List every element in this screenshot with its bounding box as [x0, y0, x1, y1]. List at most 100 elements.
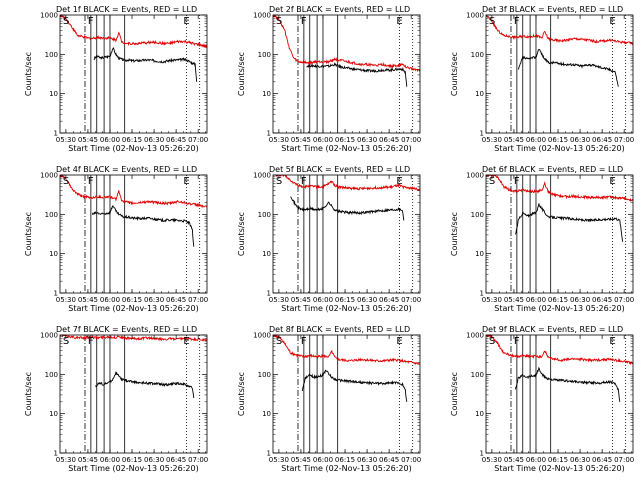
- flag-s: S: [489, 176, 495, 187]
- x-tick-label: 05:45: [291, 296, 311, 304]
- flag-s: S: [276, 336, 282, 347]
- panel-title: Det 6f BLACK = Events, RED = LLD: [482, 165, 623, 174]
- plot-frame: [272, 174, 421, 294]
- x-tick-label: 05:45: [78, 136, 98, 144]
- panel-8: Det 8f BLACK = Events, RED = LLD S F E 1 10 10…: [237, 325, 421, 473]
- x-tick-label: 06:15: [335, 456, 355, 464]
- x-tick-label: 06:00: [313, 456, 333, 464]
- y-tick-label: 1: [480, 450, 484, 458]
- y-tick-label: 1000: [253, 172, 271, 180]
- x-tick-label: 05:30: [56, 456, 76, 464]
- x-tick-label: 06:00: [526, 136, 546, 144]
- x-tick-label: 06:15: [122, 136, 142, 144]
- x-tick-label: 05:45: [504, 456, 524, 464]
- x-tick-label: 06:30: [144, 296, 164, 304]
- y-tick-label: 10: [262, 410, 271, 418]
- x-tick-label: 06:30: [144, 456, 164, 464]
- x-tick-label: 07:00: [188, 136, 208, 144]
- series-events: [514, 366, 621, 402]
- y-tick-label: 100: [471, 211, 484, 219]
- plot-frame: [485, 334, 634, 454]
- series-events: [94, 371, 195, 399]
- x-tick-label: 05:30: [56, 136, 76, 144]
- x-axis-label: Start Time (02-Nov-13 05:26:20): [494, 304, 624, 313]
- y-tick-label: 1000: [253, 332, 271, 340]
- x-tick-label: 07:00: [188, 456, 208, 464]
- flag-s: S: [63, 336, 69, 347]
- y-tick-label: 10: [475, 410, 484, 418]
- x-tick-label: 05:45: [78, 296, 98, 304]
- panel-title: Det 5f BLACK = Events, RED = LLD: [269, 165, 410, 174]
- x-tick-label: 05:30: [482, 136, 502, 144]
- x-tick-label: 06:45: [592, 136, 612, 144]
- flag-f: F: [301, 336, 307, 347]
- flag-e: E: [609, 336, 615, 347]
- panel-title: Det 7f BLACK = Events, RED = LLD: [56, 325, 197, 334]
- y-axis-label: Counts/sec: [450, 372, 459, 416]
- x-tick-label: 07:00: [188, 296, 208, 304]
- series-events: [517, 48, 619, 87]
- series-lld: [273, 175, 420, 192]
- flag-f: F: [88, 336, 94, 347]
- x-axis-label: Start Time (02-Nov-13 05:26:20): [68, 464, 198, 473]
- y-axis-label: Counts/sec: [24, 52, 33, 96]
- x-axis-label: Start Time (02-Nov-13 05:26:20): [281, 464, 411, 473]
- x-tick-label: 07:00: [614, 296, 634, 304]
- y-tick-label: 10: [49, 410, 58, 418]
- y-tick-label: 1: [480, 130, 484, 138]
- y-tick-label: 100: [258, 51, 271, 59]
- y-tick-label: 1: [54, 450, 58, 458]
- series-lld: [273, 15, 420, 73]
- y-tick-label: 1000: [466, 12, 484, 20]
- series-lld: [60, 15, 207, 49]
- y-axis-label: Counts/sec: [237, 372, 246, 416]
- panel-6: Det 6f BLACK = Events, RED = LLD S F E 1 10 10…: [450, 165, 634, 313]
- plot-frame: [485, 14, 634, 134]
- plot-frame: [59, 174, 208, 294]
- x-tick-label: 05:30: [269, 456, 289, 464]
- y-axis-label: Counts/sec: [450, 52, 459, 96]
- y-tick-label: 1: [54, 130, 58, 138]
- y-axis-label: Counts/sec: [237, 212, 246, 256]
- flag-f: F: [301, 176, 307, 187]
- panel-7: Det 7f BLACK = Events, RED = LLD S F E 1 10 10…: [24, 325, 208, 473]
- x-tick-label: 06:30: [144, 136, 164, 144]
- x-axis-label: Start Time (02-Nov-13 05:26:20): [281, 304, 411, 313]
- panel-title: Det 1f BLACK = Events, RED = LLD: [56, 5, 197, 14]
- y-tick-label: 10: [49, 90, 58, 98]
- panel-1: Det 1f BLACK = Events, RED = LLD S F E 1 10 10…: [24, 5, 208, 153]
- y-tick-label: 1000: [466, 172, 484, 180]
- x-tick-label: 06:45: [379, 136, 399, 144]
- flag-e: E: [396, 176, 402, 187]
- flag-s: S: [489, 16, 495, 27]
- y-axis-label: Counts/sec: [24, 372, 33, 416]
- x-tick-label: 05:45: [291, 136, 311, 144]
- y-tick-label: 1000: [40, 12, 58, 20]
- x-tick-label: 06:00: [313, 136, 333, 144]
- panel-5: Det 5f BLACK = Events, RED = LLD S F E 1 10 10…: [237, 165, 421, 313]
- x-tick-label: 05:45: [504, 136, 524, 144]
- x-tick-label: 06:30: [357, 136, 377, 144]
- y-tick-label: 1: [267, 290, 271, 298]
- x-axis-label: Start Time (02-Nov-13 05:26:20): [494, 144, 624, 153]
- y-tick-label: 1: [267, 450, 271, 458]
- series-lld: [60, 175, 207, 209]
- y-tick-label: 10: [262, 90, 271, 98]
- y-tick-label: 1000: [466, 332, 484, 340]
- y-tick-label: 100: [258, 371, 271, 379]
- flag-s: S: [276, 176, 282, 187]
- panel-3: Det 3f BLACK = Events, RED = LLD S F E 1 10 10…: [450, 5, 634, 153]
- y-tick-label: 10: [475, 90, 484, 98]
- plot-frame: [272, 14, 421, 134]
- x-axis-label: Start Time (02-Nov-13 05:26:20): [68, 304, 198, 313]
- y-tick-label: 1: [480, 290, 484, 298]
- y-tick-label: 10: [262, 250, 271, 258]
- flag-e: E: [609, 16, 615, 27]
- x-tick-label: 06:30: [357, 456, 377, 464]
- x-axis-label: Start Time (02-Nov-13 05:26:20): [494, 464, 624, 473]
- flag-e: E: [396, 16, 402, 27]
- x-axis-label: Start Time (02-Nov-13 05:26:20): [68, 144, 198, 153]
- x-tick-label: 06:30: [570, 296, 590, 304]
- plot-frame: [485, 174, 634, 294]
